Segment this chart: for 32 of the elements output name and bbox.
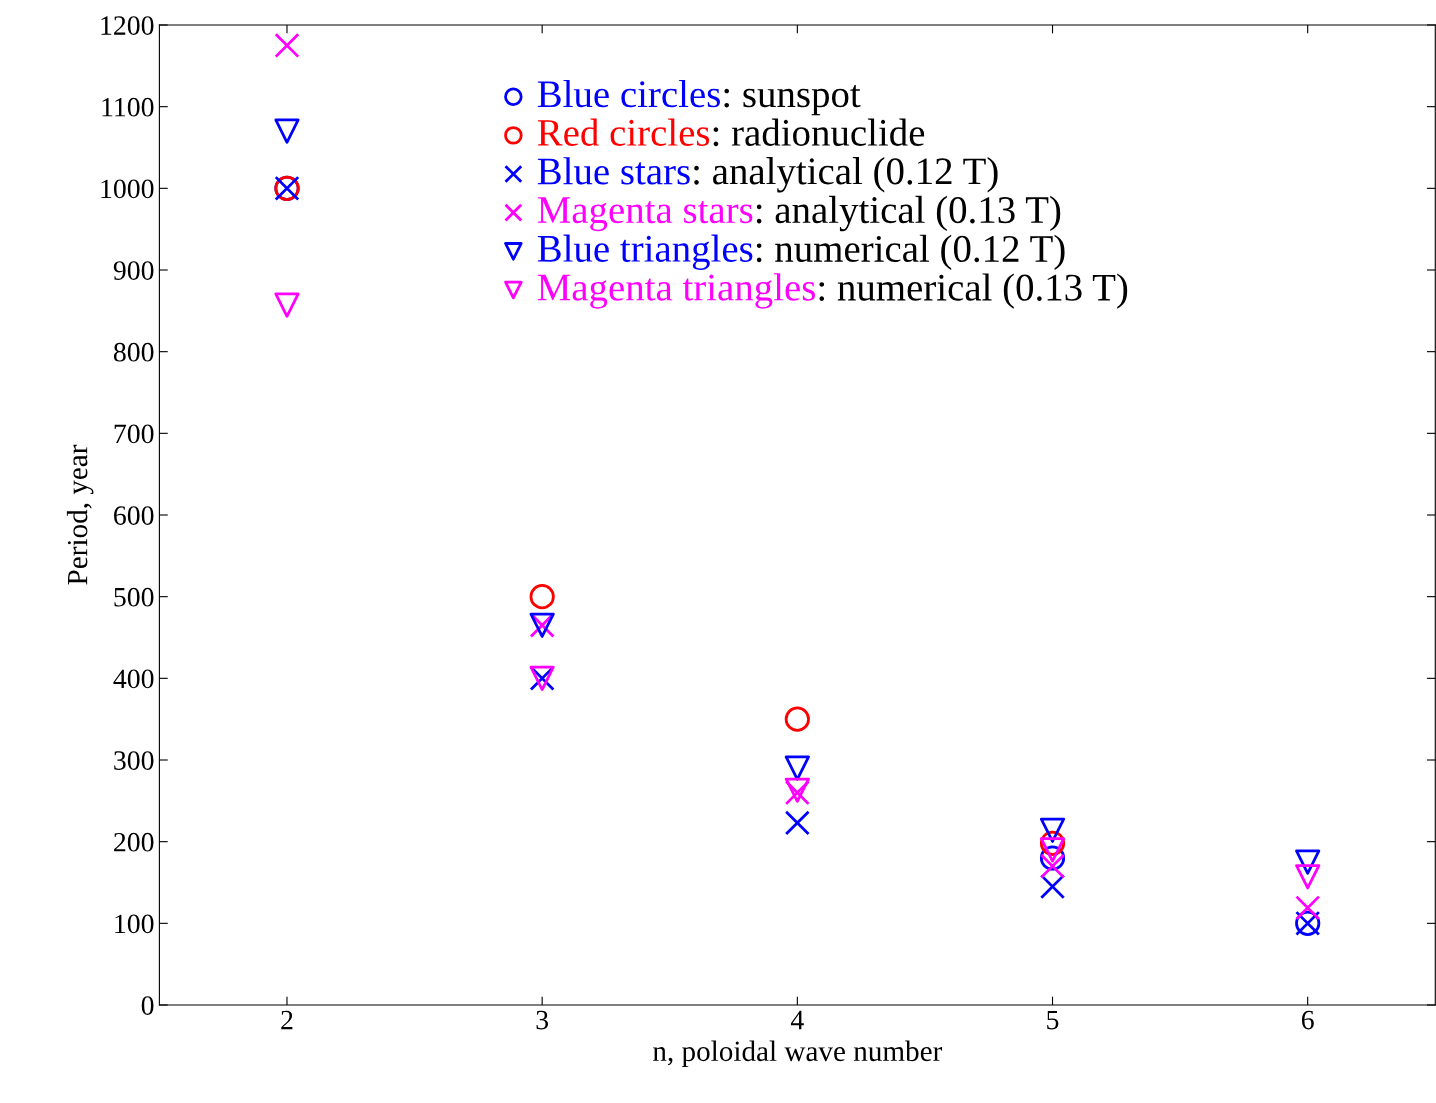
annotation: : numerical (0.12 T) — [756, 234, 1065, 270]
y-tick-label: 500 — [114, 587, 154, 607]
x-tick-label: 5 — [1047, 1010, 1059, 1030]
y-tick-label: 800 — [113, 342, 154, 362]
y-axis-title: Period, year — [66, 444, 94, 585]
legend-label: Blue triangles — [537, 234, 753, 270]
legend-label: Blue circles — [537, 79, 720, 108]
y-tick-label: 1200 — [101, 16, 154, 35]
legend-label: Magenta triangles — [537, 273, 815, 309]
y-tick-label: 1000 — [101, 179, 154, 199]
legend-label: Blue stars — [537, 157, 690, 185]
annotation: : sunspot — [724, 85, 861, 116]
x-tick-label: 6 — [1301, 1010, 1314, 1030]
y-tick-label: 100 — [115, 914, 154, 934]
legend-label: Red circles — [537, 118, 710, 146]
y-tick-label: 600 — [114, 506, 154, 525]
y-tick-label: 200 — [114, 832, 154, 852]
y-tick-label: 900 — [113, 261, 154, 280]
annotation: : radionuclide — [713, 118, 925, 147]
annotation: : analytical (0.12 T) — [694, 157, 998, 193]
annotation: : analytical (0.13 T) — [756, 195, 1061, 232]
x-tick-label: 3 — [536, 1010, 549, 1030]
x-tick-label: 2 — [281, 1010, 293, 1030]
y-tick-label: 400 — [113, 669, 154, 689]
y-tick-label: 1100 — [102, 97, 154, 117]
y-tick-label: 700 — [114, 424, 154, 444]
annotation: : numerical (0.13 T) — [819, 273, 1128, 309]
legend-label: Magenta stars — [537, 197, 753, 232]
x-axis-title: n, poloidal wave number — [653, 1040, 943, 1068]
y-tick-label: 300 — [114, 751, 154, 770]
y-tick-label: 0 — [141, 996, 154, 1015]
x-tick-label: 4 — [790, 1010, 804, 1030]
